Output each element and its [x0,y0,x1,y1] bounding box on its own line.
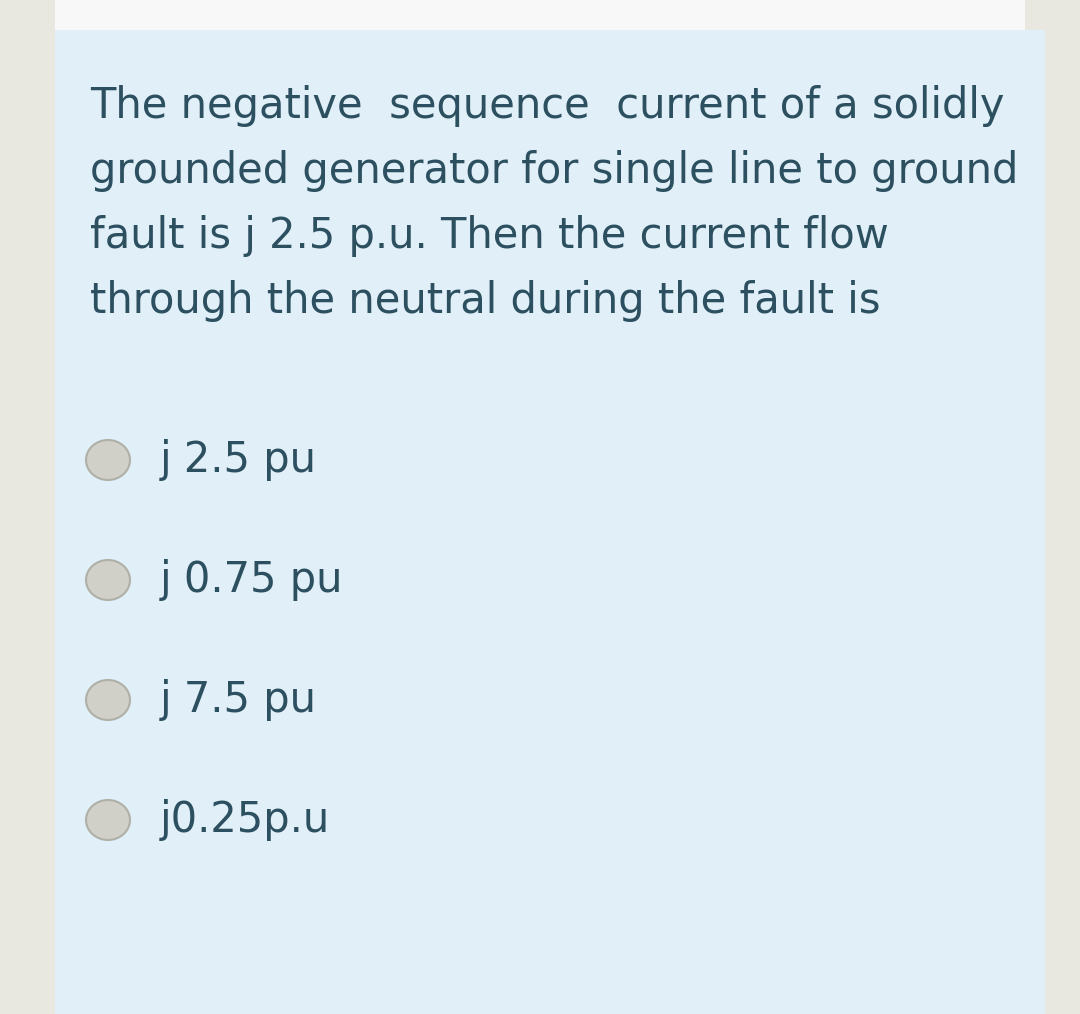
Text: j 0.75 pu: j 0.75 pu [160,559,343,601]
Ellipse shape [86,440,130,480]
Text: The negative  sequence  current of a solidly: The negative sequence current of a solid… [90,85,1004,127]
Bar [55,0,1025,30]
Text: j0.25p.u: j0.25p.u [160,799,330,841]
Ellipse shape [86,800,130,840]
Ellipse shape [86,680,130,720]
Text: grounded generator for single line to ground: grounded generator for single line to gr… [90,150,1018,192]
Text: j 2.5 pu: j 2.5 pu [160,439,318,481]
Bar [0,0,55,1014]
Text: through the neutral during the fault is: through the neutral during the fault is [90,280,880,322]
Ellipse shape [86,560,130,600]
Bar [1025,0,1080,1014]
Text: fault is j 2.5 p.u. Then the current flow: fault is j 2.5 p.u. Then the current flo… [90,215,889,257]
Text: j 7.5 pu: j 7.5 pu [160,679,318,721]
